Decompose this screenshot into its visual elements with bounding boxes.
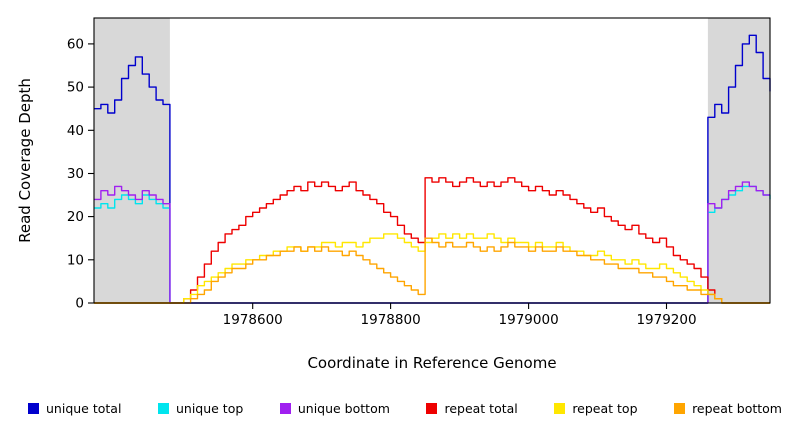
y-tick-label: 10 — [67, 252, 84, 268]
legend-item-repeat-top: repeat top — [554, 400, 638, 416]
x-tick-label: 1978600 — [223, 312, 283, 328]
y-tick-label: 30 — [67, 166, 84, 182]
legend-label: unique bottom — [297, 400, 390, 416]
x-tick-label: 1979000 — [499, 312, 559, 328]
legend-swatch-icon — [279, 402, 291, 414]
legend-label: repeat bottom — [692, 400, 782, 416]
series-repeat-bottom — [94, 237, 770, 304]
series-unique-total — [94, 34, 771, 304]
y-tick-label: 20 — [67, 209, 84, 225]
repeat-flank-shading — [707, 18, 770, 303]
legend-item-unique-bottom: unique bottom — [279, 400, 390, 416]
series-repeat-total — [94, 177, 770, 304]
legend-swatch-icon — [674, 402, 686, 414]
plot-border — [93, 17, 771, 304]
legend-label: repeat top — [572, 400, 638, 416]
legend: unique total unique top unique bottom repea… — [28, 396, 782, 420]
legend-swatch-icon — [554, 402, 566, 414]
y-axis-title: Read Coverage Depth — [16, 78, 34, 243]
y-tick-label: 0 — [75, 296, 84, 312]
legend-label: repeat total — [444, 400, 518, 416]
y-tick-label: 50 — [67, 80, 84, 96]
legend-swatch-icon — [426, 402, 438, 414]
y-tick-label: 60 — [67, 36, 84, 52]
legend-label: unique top — [175, 400, 244, 416]
coverage-plot: 1978600 1978800 1979000 1979200 0 10 20 30 40 50 6… — [16, 17, 771, 372]
legend-item-repeat-total: repeat total — [426, 400, 518, 416]
series-repeat-top — [94, 233, 770, 304]
series-unique-top — [94, 185, 771, 304]
legend-item-unique-total: unique total — [28, 401, 121, 416]
x-tick-label: 1979200 — [636, 312, 696, 328]
legend-item-repeat-bottom: repeat bottom — [674, 401, 782, 416]
repeat-flank-shading — [94, 18, 170, 303]
legend-item-unique-top: unique top — [157, 400, 244, 416]
x-tick-label: 1978800 — [361, 312, 421, 328]
legend-label: unique total — [46, 400, 122, 416]
legend-swatch-icon — [28, 402, 39, 414]
x-axis-title: Coordinate in Reference Genome — [307, 354, 556, 372]
legend-swatch-icon — [157, 402, 169, 414]
y-tick-label: 40 — [67, 123, 84, 139]
